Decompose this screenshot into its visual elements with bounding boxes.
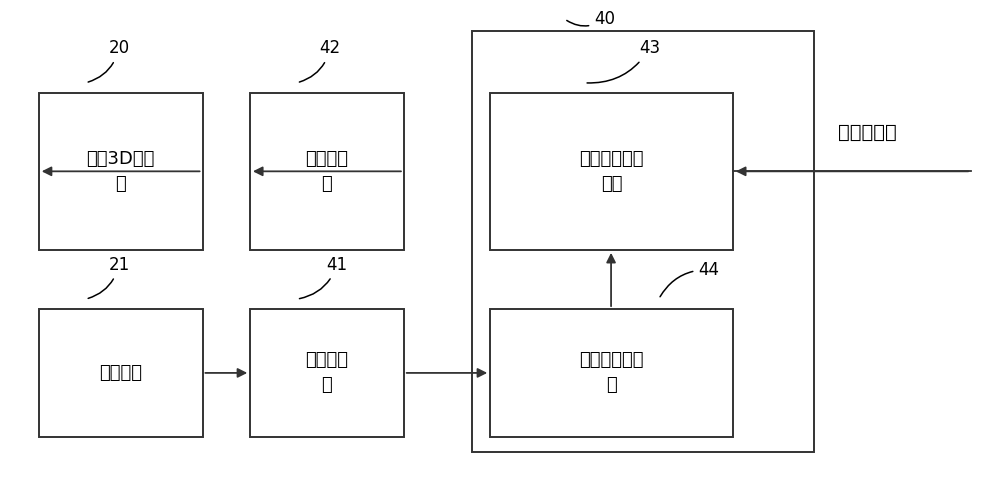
Bar <box>250 92 404 250</box>
Text: 21: 21 <box>88 256 130 298</box>
Text: 裸眼3D显示
屏: 裸眼3D显示 屏 <box>87 150 155 193</box>
Bar <box>250 309 404 437</box>
Text: 摄像模块: 摄像模块 <box>99 364 142 382</box>
Bar <box>39 92 203 250</box>
Text: 第二解码
器: 第二解码 器 <box>305 150 348 193</box>
Text: 43: 43 <box>587 40 660 83</box>
Text: 44: 44 <box>660 260 719 297</box>
Text: 瞳距计算处理
器: 瞳距计算处理 器 <box>579 352 644 395</box>
Text: 42: 42 <box>299 40 341 82</box>
Bar <box>472 31 814 452</box>
Text: 41: 41 <box>299 256 348 298</box>
Bar <box>490 309 733 437</box>
Bar <box>490 92 733 250</box>
Text: 源图像数据: 源图像数据 <box>838 123 896 142</box>
Text: 立体图像处理
模块: 立体图像处理 模块 <box>579 150 644 193</box>
Bar <box>39 309 203 437</box>
Text: 40: 40 <box>567 10 615 28</box>
Text: 20: 20 <box>88 40 129 82</box>
Text: 第一解码
器: 第一解码 器 <box>305 352 348 395</box>
